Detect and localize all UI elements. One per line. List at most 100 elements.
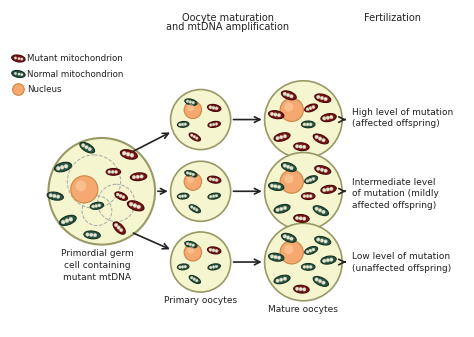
Text: Mature oocytes: Mature oocytes [268, 305, 338, 314]
Circle shape [210, 266, 212, 269]
Ellipse shape [208, 247, 221, 254]
Ellipse shape [315, 236, 331, 245]
Circle shape [64, 164, 68, 168]
Ellipse shape [90, 202, 104, 209]
Circle shape [191, 134, 193, 136]
Ellipse shape [294, 214, 309, 222]
Circle shape [323, 259, 326, 263]
Ellipse shape [130, 173, 147, 181]
Circle shape [326, 188, 329, 191]
Circle shape [306, 265, 309, 268]
Circle shape [191, 276, 193, 279]
Circle shape [295, 216, 299, 220]
Circle shape [60, 165, 64, 169]
Circle shape [306, 108, 309, 111]
Circle shape [189, 173, 191, 175]
Circle shape [319, 279, 322, 283]
Circle shape [117, 226, 120, 229]
Circle shape [303, 265, 306, 268]
Circle shape [302, 288, 306, 291]
Circle shape [280, 278, 283, 281]
Circle shape [136, 175, 139, 179]
Circle shape [85, 146, 88, 149]
Ellipse shape [177, 264, 189, 270]
Circle shape [212, 249, 215, 252]
Ellipse shape [128, 201, 144, 211]
Circle shape [182, 123, 184, 126]
Circle shape [329, 116, 333, 119]
Ellipse shape [313, 276, 328, 286]
Circle shape [14, 57, 17, 59]
Circle shape [280, 98, 303, 122]
Ellipse shape [12, 55, 25, 62]
Circle shape [184, 101, 201, 119]
Ellipse shape [177, 193, 189, 199]
Circle shape [179, 123, 181, 126]
Circle shape [210, 124, 212, 126]
Circle shape [133, 204, 137, 208]
Circle shape [284, 245, 293, 254]
Circle shape [18, 73, 20, 75]
Circle shape [130, 153, 134, 157]
Circle shape [290, 237, 293, 241]
Circle shape [14, 72, 17, 75]
Circle shape [95, 205, 98, 208]
Circle shape [322, 139, 325, 142]
Ellipse shape [301, 193, 315, 200]
Circle shape [309, 249, 312, 252]
Ellipse shape [189, 133, 201, 141]
Ellipse shape [282, 233, 296, 242]
Circle shape [215, 107, 218, 110]
Circle shape [264, 81, 342, 158]
Circle shape [280, 170, 303, 193]
Circle shape [209, 106, 212, 109]
Circle shape [193, 278, 196, 280]
Ellipse shape [305, 246, 318, 254]
Circle shape [302, 217, 306, 220]
Circle shape [326, 116, 329, 119]
Circle shape [309, 265, 312, 268]
Ellipse shape [177, 121, 189, 127]
Circle shape [303, 123, 306, 126]
Circle shape [114, 223, 118, 227]
Text: High level of mutation
(affected offspring): High level of mutation (affected offspri… [352, 108, 453, 128]
Circle shape [212, 266, 215, 268]
Circle shape [195, 137, 198, 140]
Circle shape [309, 178, 312, 181]
Ellipse shape [60, 215, 76, 225]
Ellipse shape [282, 162, 296, 172]
Circle shape [88, 148, 91, 151]
Circle shape [116, 193, 119, 196]
Circle shape [56, 166, 60, 170]
Circle shape [171, 161, 231, 221]
Circle shape [324, 240, 328, 243]
Circle shape [299, 217, 302, 220]
Circle shape [309, 195, 312, 197]
Circle shape [186, 172, 189, 174]
Circle shape [319, 209, 322, 212]
Circle shape [184, 244, 201, 261]
Circle shape [215, 265, 218, 268]
Circle shape [20, 73, 23, 76]
Circle shape [326, 258, 329, 262]
Circle shape [317, 167, 320, 171]
Ellipse shape [208, 193, 220, 199]
Ellipse shape [115, 192, 128, 200]
Ellipse shape [321, 114, 336, 122]
Circle shape [195, 279, 198, 282]
Circle shape [191, 206, 193, 208]
Ellipse shape [84, 231, 100, 239]
Circle shape [290, 166, 293, 170]
Text: and mtDNA amplification: and mtDNA amplification [166, 22, 289, 32]
Circle shape [215, 179, 218, 182]
Circle shape [306, 180, 309, 182]
Circle shape [140, 175, 143, 178]
Ellipse shape [80, 142, 95, 153]
Circle shape [195, 209, 198, 211]
Circle shape [210, 195, 212, 198]
Circle shape [286, 93, 290, 97]
Circle shape [108, 171, 111, 173]
Circle shape [119, 194, 122, 197]
Circle shape [82, 144, 85, 147]
Circle shape [277, 185, 281, 189]
